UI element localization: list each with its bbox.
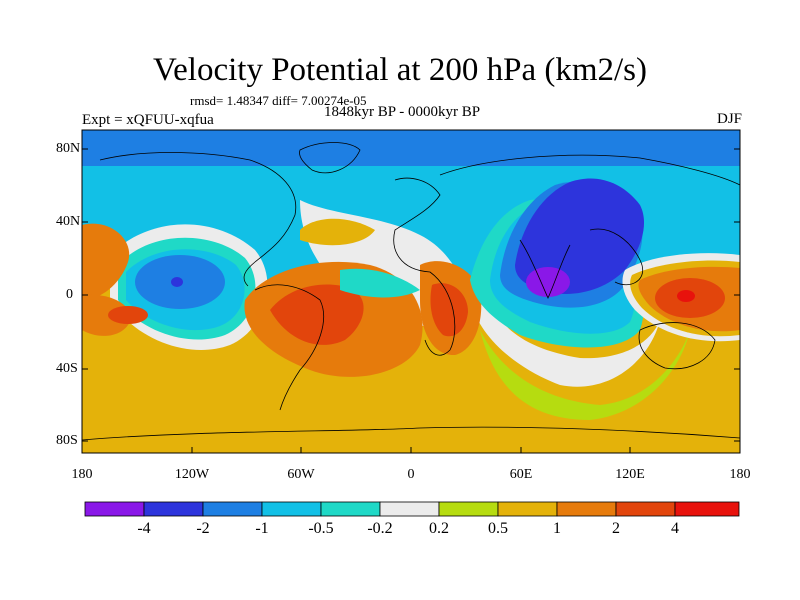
lon-label-120w: 120W bbox=[174, 467, 210, 482]
field-band-pos2-south-america bbox=[270, 284, 364, 345]
coastline-asia bbox=[439, 154, 740, 186]
coastline-europe-africa bbox=[393, 177, 456, 356]
field-band-pos05-atlantic-north bbox=[300, 218, 375, 246]
colorbar-label-pos4: 4 bbox=[671, 520, 679, 537]
velocity-potential-field bbox=[82, 130, 740, 453]
coastline-east-asia bbox=[589, 228, 643, 286]
colorbar-label-pos02: 0.2 bbox=[429, 520, 449, 537]
lon-label-120e: 120E bbox=[615, 467, 645, 482]
colorbar-label-neg4: -4 bbox=[137, 520, 151, 537]
period-label: 1848kyr BP - 0000kyr BP bbox=[324, 104, 481, 120]
field-band-neg2-pacific bbox=[171, 277, 183, 287]
map-title: Velocity Potential at 200 hPa (km2/s) bbox=[152, 52, 648, 88]
lat-label-80n: 80N bbox=[56, 141, 81, 156]
coastline-antarctica bbox=[82, 426, 740, 441]
colorbar-label-pos2: 2 bbox=[612, 520, 620, 537]
colorbar-box-7 bbox=[497, 501, 558, 517]
colorbar-label-neg2: -2 bbox=[196, 520, 210, 537]
coastline-greenland bbox=[299, 142, 361, 174]
colorbar-box-3 bbox=[261, 501, 322, 517]
lon-label-60w: 60W bbox=[287, 467, 315, 482]
colorbar-label-pos1: 1 bbox=[553, 520, 561, 537]
lon-label-180-west: 180 bbox=[71, 467, 93, 482]
colorbar-box-6 bbox=[438, 501, 499, 517]
coastline-south-america bbox=[254, 284, 324, 411]
colorbar-box-8 bbox=[556, 501, 617, 517]
field-band-neg02-atlantic-strip bbox=[340, 268, 420, 298]
field-band-pos2-east-pacific bbox=[108, 306, 148, 324]
field-band-pos1-east-pacific-south bbox=[82, 294, 131, 336]
colorbar-box-1 bbox=[143, 501, 204, 517]
colorbar-label-pos05: 0.5 bbox=[488, 520, 508, 537]
colorbar-label-neg05: -0.5 bbox=[308, 520, 334, 537]
field-band-pos02-south-indian bbox=[480, 330, 690, 420]
lon-label-60e: 60E bbox=[509, 467, 533, 482]
lat-label-40n: 40N bbox=[56, 214, 81, 229]
field-band-neg1-arctic bbox=[82, 130, 740, 166]
lon-label-180-east: 180 bbox=[729, 467, 751, 482]
coastline-north-america bbox=[99, 152, 297, 287]
lon-label-0: 0 bbox=[407, 467, 415, 482]
colorbar-label-neg02: -0.2 bbox=[367, 520, 393, 537]
coastlines bbox=[82, 142, 740, 441]
lat-label-40s: 40S bbox=[56, 361, 78, 376]
colorbar-box-2 bbox=[202, 501, 263, 517]
experiment-label: Expt = xQFUU-xqfua bbox=[82, 112, 214, 128]
field-band-zero-south-indian bbox=[470, 300, 660, 387]
colorbar bbox=[84, 501, 740, 517]
colorbar-box-9 bbox=[615, 501, 676, 517]
coastline-india bbox=[519, 239, 571, 299]
field-band-neg2-asia bbox=[515, 178, 645, 294]
lat-label-0: 0 bbox=[66, 287, 73, 302]
field-band-pos4-maritime bbox=[677, 290, 695, 302]
coastline-australia bbox=[638, 322, 716, 370]
colorbar-label-neg1: -1 bbox=[255, 520, 269, 537]
axis-ticks bbox=[82, 148, 740, 453]
colorbar-box-0 bbox=[84, 501, 145, 517]
field-band-pos1-east-pacific bbox=[82, 223, 130, 300]
rmsd-diff-label: rmsd= 1.48347 diff= 7.00274e-05 bbox=[190, 93, 367, 108]
season-label: DJF bbox=[716, 111, 742, 127]
field-band-pos2-africa bbox=[430, 283, 468, 337]
field-band-neg4-asia bbox=[526, 267, 570, 297]
colorbar-box-10 bbox=[674, 501, 740, 517]
colorbar-box-5 bbox=[379, 501, 440, 517]
colorbar-box-4 bbox=[320, 501, 381, 517]
lat-label-80s: 80S bbox=[56, 433, 78, 448]
